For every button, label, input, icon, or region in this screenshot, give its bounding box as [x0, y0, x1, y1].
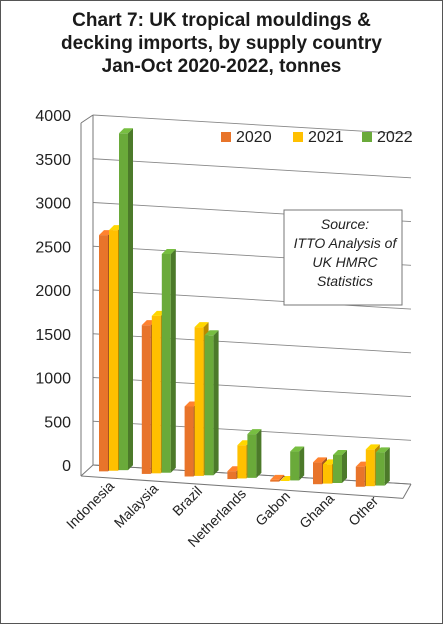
bar-2022-ghana: [333, 450, 347, 483]
bar-side: [342, 450, 347, 483]
bar-front: [109, 230, 118, 471]
y-tick-label: 3000: [35, 196, 71, 213]
bar-2022-other: [375, 447, 390, 486]
bar-front: [375, 452, 385, 486]
chart-title: Chart 7: UK tropical mouldings & decking…: [11, 9, 432, 78]
bar-front: [313, 462, 322, 485]
bar-front: [194, 327, 204, 476]
y-tick-label: 500: [44, 414, 71, 431]
y-tick-label: 1500: [35, 327, 71, 344]
bar-front: [333, 455, 342, 483]
bar-top: [119, 128, 133, 134]
bar-front: [227, 471, 237, 480]
bar-side: [213, 330, 219, 476]
y-tick-label: 0: [62, 458, 71, 475]
bar-top: [204, 330, 219, 336]
bar-front: [161, 253, 171, 473]
legend-label: 2021: [308, 129, 344, 146]
bar-side: [170, 248, 176, 473]
y-tick-label: 1000: [35, 371, 71, 388]
bar-2022-indonesia: [119, 128, 133, 471]
source-annotation: Source: ITTO Analysis of UK HMRC Statistics: [283, 209, 403, 306]
gridline: [92, 158, 412, 179]
gridline: [92, 333, 412, 354]
bar-front: [237, 445, 247, 479]
source-text-line: Source:: [321, 216, 369, 232]
bar-top: [194, 322, 209, 328]
source-text-line: ITTO Analysis of: [294, 235, 399, 251]
bar-front: [270, 479, 280, 482]
bar-2022-gabon: [290, 446, 305, 481]
gridline: [92, 289, 412, 310]
bar-front: [365, 449, 375, 487]
bar-front: [323, 464, 332, 484]
source-text-line: UK HMRC: [312, 254, 378, 270]
bar-side: [384, 447, 390, 486]
legend-swatch: [221, 132, 231, 142]
bar-side: [299, 446, 305, 481]
bar-2020-gabon: [270, 474, 285, 482]
y-tick-label: 4000: [35, 108, 71, 125]
floor-edge-left: [80, 464, 94, 477]
bar-side: [128, 128, 133, 471]
bar-front: [355, 466, 365, 487]
bar-top: [313, 457, 327, 463]
source-text-line: Statistics: [317, 273, 373, 289]
y-tick-label: 2500: [35, 239, 71, 256]
chart-title-line-1: Chart 7: UK tropical mouldings &: [72, 10, 371, 31]
bar-front: [99, 235, 108, 472]
source-box: [283, 209, 403, 306]
bar-2022-netherlands: [247, 429, 262, 478]
legend-swatch: [293, 132, 303, 142]
bar-top: [270, 474, 285, 480]
bar-front: [204, 335, 214, 476]
chart-title-line-3: Jan-Oct 2020-2022, tonnes: [101, 56, 342, 77]
x-tick-label: Other: [345, 493, 381, 529]
bar-front: [119, 133, 128, 471]
gridline: [92, 377, 412, 398]
bar-front: [247, 434, 257, 478]
bar-top: [161, 248, 176, 254]
chart-title-line-2: decking imports, by supply country: [61, 33, 382, 54]
floor-edge-front: [80, 475, 404, 499]
bars: [99, 128, 390, 487]
x-tick-label: Brazil: [169, 483, 205, 519]
x-tick-label: Indonesia: [63, 478, 117, 532]
x-tick-label: Gabon: [252, 488, 293, 529]
bar-top: [375, 447, 390, 453]
y-axis-ticks: 0 500 1000 1500 2000 2500 3000 3500 4000: [35, 108, 71, 475]
bar-front: [184, 406, 194, 477]
x-tick-label: Malaysia: [111, 480, 162, 531]
bar-2022-malaysia: [161, 248, 176, 473]
gridline: [92, 114, 412, 135]
bar-front: [290, 451, 300, 481]
bar-top: [333, 450, 347, 455]
floor-edge-right: [402, 483, 412, 499]
bar-side: [279, 474, 285, 482]
legend-swatch: [362, 132, 372, 142]
bar-top: [290, 446, 305, 452]
legend-label: 2022: [377, 129, 413, 146]
bar-top: [365, 444, 380, 450]
wall-edge-top-left: [80, 114, 94, 124]
legend: 2020 2021 2022: [221, 129, 413, 146]
bar-side: [256, 429, 262, 478]
x-tick-label: Ghana: [296, 490, 337, 531]
bar-front: [141, 325, 151, 474]
y-tick-label: 2000: [35, 283, 71, 300]
bar-front: [151, 315, 161, 474]
legend-label: 2020: [236, 129, 272, 146]
bar-2022-brazil: [204, 330, 219, 476]
bar-top: [247, 429, 262, 435]
y-tick-label: 3500: [35, 152, 71, 169]
